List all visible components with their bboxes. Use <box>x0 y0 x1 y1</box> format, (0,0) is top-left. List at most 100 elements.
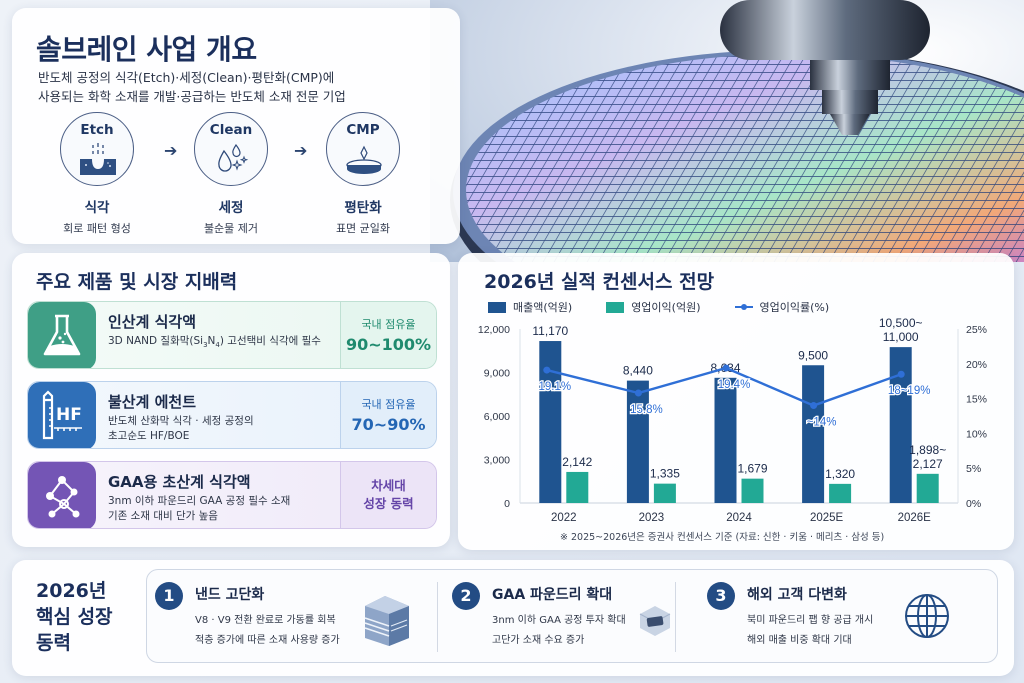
desc-line: 해외 매출 비중 확대 기대 <box>747 635 852 646</box>
operating-profit-bar <box>916 473 939 503</box>
growth-item: 2 GAA 파운드리 확대 3nm 이하 GAA 공정 투자 확대 고단가 소재… <box>452 570 682 664</box>
legend-label: 영업이익률(%) <box>759 301 830 314</box>
molecule-icon <box>28 462 96 528</box>
product-name: 불산계 에천트 <box>108 393 197 411</box>
growth-item: 1 낸드 고단화 V8 · V9 전환 완료로 가동률 회복 적층 증가에 따른… <box>155 570 425 664</box>
desc-text: 초고순도 HF/BOE <box>108 430 190 442</box>
market-share-value: 70~90% <box>351 415 426 434</box>
globe-icon <box>905 594 949 638</box>
consensus-chart-card: 2026년 실적 컨센서스 전망 매출액(억원) 영업이익(억원) 영업이익률(… <box>458 253 1014 550</box>
desc-line: 고단가 소재 수요 증가 <box>492 635 585 646</box>
y-right-tick-label: 10% <box>966 428 987 440</box>
divider <box>437 582 438 652</box>
operating-margin-label: 18~19% <box>888 385 931 397</box>
growth-item-name: GAA 파운드리 확대 <box>492 587 613 603</box>
operating-margin-point <box>897 370 905 378</box>
step-name: 세정 <box>218 200 244 216</box>
legend-item-operating-margin: 영업이익률(%) <box>734 299 830 315</box>
number-badge: 2 <box>452 582 480 610</box>
revenue-bar <box>889 347 912 503</box>
legend-label: 매출액(억원) <box>513 301 573 314</box>
chip-icon <box>639 606 671 636</box>
product-name: 인산계 식각액 <box>108 313 197 331</box>
product-description: 3D NAND 질화막(Si3N4) 고선택비 식각에 필수 <box>108 334 353 353</box>
desc-line: V8 · V9 전환 완료로 가동률 회복 <box>195 615 336 626</box>
step-name: 식각 <box>84 200 110 216</box>
combo-chart: 0 3,000 6,000 9,000 12,000 0% 5% 10% 15% 20% 25% 20… <box>478 316 987 524</box>
market-share-label: 국내 점유율 <box>361 398 416 411</box>
desc-text: N <box>207 335 216 347</box>
badge-text: 차세대 <box>371 478 406 493</box>
step-subtitle: 표면 균일화 <box>335 222 391 235</box>
x-tick-label: 2025E <box>810 512 844 524</box>
step-icon-title: Etch <box>80 122 114 138</box>
y-right-tick-label: 0% <box>966 498 981 510</box>
growth-item-desc: V8 · V9 전환 완료로 가동률 회복 적층 증가에 따른 소재 사용량 증… <box>195 611 340 651</box>
legend-label: 영업이익(억원) <box>631 301 701 314</box>
y-left-tick-label: 0 <box>504 498 510 510</box>
operating-margin-label: 15.8% <box>630 404 663 416</box>
desc-line: 3nm 이하 GAA 공정 투자 확대 <box>492 615 626 626</box>
divider <box>675 582 676 652</box>
step-name: 평탄화 <box>344 200 382 216</box>
clean-circle: Clean <box>194 112 268 186</box>
y-right-tick-label: 25% <box>966 324 987 336</box>
revenue-bar <box>714 377 737 503</box>
wafer-illustration <box>450 0 1024 262</box>
product-name: GAA용 초산계 식각액 <box>108 473 251 491</box>
growth-item-desc: 북미 파운드리 팹 향 공급 개시 해외 매출 비중 확대 기대 <box>747 611 873 651</box>
badge-text: 성장 동력 <box>363 496 414 511</box>
legend-item-revenue: 매출액(억원) <box>488 299 572 315</box>
y-left-tick-label: 12,000 <box>478 324 510 336</box>
revenue-data-label: 10,500~ <box>879 316 923 330</box>
chart-footnote: ※ 2025~2026년은 증권사 컨센서스 기준 (자료: 신한 · 키움 ·… <box>560 532 885 543</box>
operating-profit-bar <box>741 478 764 503</box>
growth-drivers-box: 1 낸드 고단화 V8 · V9 전환 완료로 가동률 회복 적층 증가에 따른… <box>146 569 998 663</box>
growth-driver-badge: 차세대 성장 동력 <box>340 462 436 528</box>
operating-margin-point <box>634 389 642 397</box>
revenue-data-label: 11,000 <box>883 330 919 344</box>
operating-profit-data-label: 1,335 <box>650 467 680 481</box>
operating-margin-point <box>543 366 551 374</box>
step-subtitle: 불순물 제거 <box>203 222 259 235</box>
step-icon-title: Clean <box>209 122 253 138</box>
revenue-data-label: 9,500 <box>798 348 828 362</box>
revenue-data-label: 11,170 <box>532 324 568 338</box>
operating-margin-label: 19.1% <box>538 381 571 393</box>
etch-icon <box>80 143 116 175</box>
hf-bottle-icon: HF <box>28 382 96 448</box>
revenue-bar <box>626 380 649 503</box>
operating-profit-data-label: 1,320 <box>825 467 855 481</box>
operating-profit-bar <box>829 483 852 503</box>
y-left-tick-label: 9,000 <box>484 368 510 380</box>
operating-margin-point <box>722 364 730 372</box>
revenue-bar <box>539 341 562 503</box>
process-step-etch: Etch 식각 회로 패턴 형성 <box>42 112 152 236</box>
wafer-polish-icon <box>346 145 382 174</box>
process-step-clean: Clean 세정 불순물 제거 <box>176 112 286 236</box>
chart-legend: 매출액(억원) 영업이익(억원) 영업이익률(%) <box>488 299 863 315</box>
desc-text: ) 고선택비 식각에 필수 <box>219 335 321 347</box>
legend-item-operating-profit: 영업이익(억원) <box>606 299 701 315</box>
desc-text: 반도체 산화막 식각 · 세정 공정의 <box>108 415 254 427</box>
hf-label: HF <box>56 405 82 425</box>
market-share-badge: 국내 점유율 70~90% <box>340 382 436 448</box>
operating-profit-bar <box>566 471 589 503</box>
products-card: 주요 제품 및 시장 지배력 인산계 식각액 3D NAND 질화막(Si3N4… <box>12 253 450 547</box>
desc-subscript: 3 <box>203 341 208 350</box>
product-item: GAA용 초산계 식각액 3nm 이하 파운드리 GAA 공정 필수 소재 기존… <box>27 461 437 529</box>
flask-icon <box>28 302 96 368</box>
number-badge: 1 <box>155 582 183 610</box>
overview-description-line: 반도체 공정의 식각(Etch)·세정(Clean)·평탄화(CMP)에 <box>38 70 335 85</box>
business-overview-card: 솔브레인 사업 개요 반도체 공정의 식각(Etch)·세정(Clean)·평탄… <box>12 8 460 244</box>
growth-item-name: 낸드 고단화 <box>195 587 265 603</box>
cmp-circle: CMP <box>326 112 400 186</box>
y-right-tick-label: 5% <box>966 463 981 475</box>
product-item: HF 불산계 에천트 반도체 산화막 식각 · 세정 공정의 초고순도 HF/B… <box>27 381 437 449</box>
products-title: 주요 제품 및 시장 지배력 <box>36 271 238 293</box>
product-description: 3nm 이하 파운드리 GAA 공정 필수 소재 기존 소재 대비 단가 높음 <box>108 494 353 524</box>
desc-text: 3D NAND 질화막(Si <box>108 335 204 347</box>
droplets-icon <box>218 143 249 172</box>
process-step-cmp: CMP 평탄화 표면 균일화 <box>308 112 418 236</box>
etch-circle: Etch <box>60 112 134 186</box>
